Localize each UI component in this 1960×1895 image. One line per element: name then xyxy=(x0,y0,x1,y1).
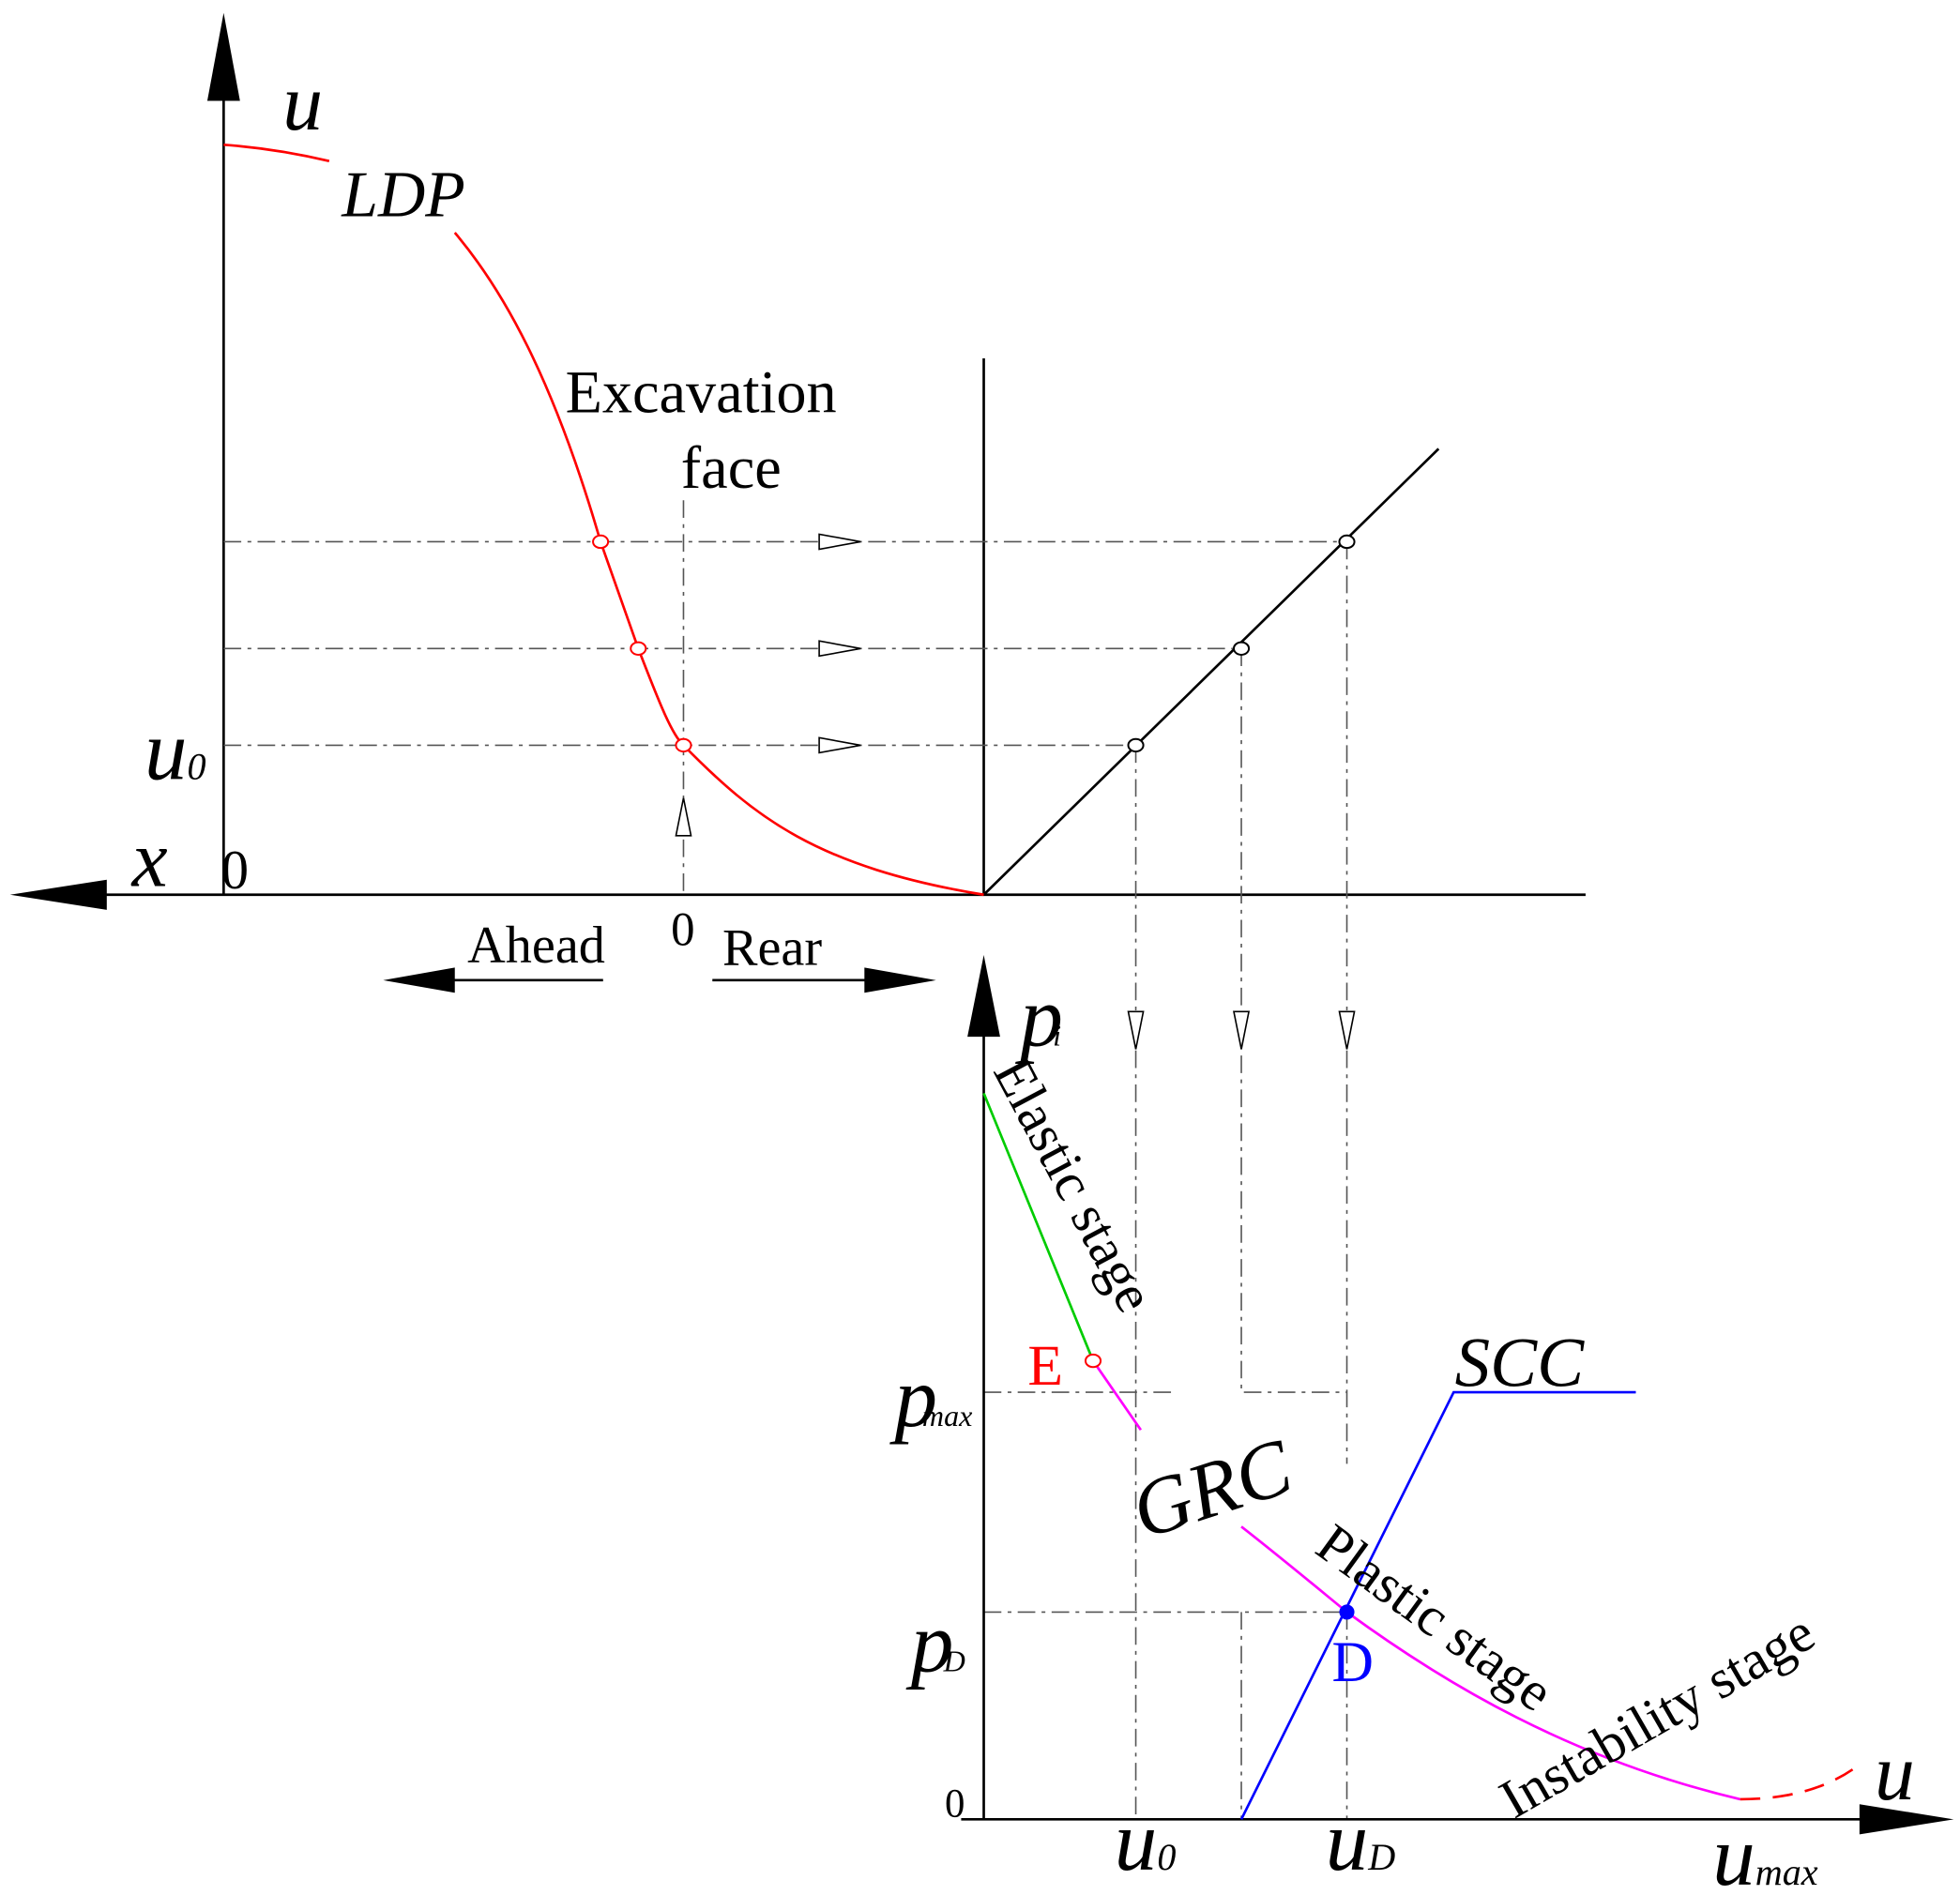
d-point xyxy=(1339,1604,1355,1620)
ldp-curve xyxy=(223,143,330,163)
elastic-line xyxy=(982,1092,1095,1362)
ahead-label: Ahead xyxy=(467,917,605,975)
ud-label: uD xyxy=(1326,1794,1396,1888)
origin-label: 0 xyxy=(221,839,249,901)
projection xyxy=(983,1391,1347,1614)
axis-label: x xyxy=(130,814,168,903)
ldp-curve xyxy=(453,232,984,897)
scc-label: SCC xyxy=(1455,1324,1585,1402)
open-arrows xyxy=(675,533,1356,1050)
ahead-arrow-head xyxy=(383,967,455,993)
pd-label: pD xyxy=(905,1595,965,1690)
u0-label: u0 xyxy=(144,704,206,798)
origin-label: 0 xyxy=(945,1782,965,1827)
grc-curve xyxy=(1091,1359,1143,1431)
axis-label: u xyxy=(1875,1728,1915,1817)
pi-label: pi xyxy=(1014,969,1063,1064)
transfer-line xyxy=(982,447,1440,896)
excavation-label: Excavation xyxy=(566,359,837,426)
scc-line xyxy=(1239,1390,1636,1820)
e-label: E xyxy=(1027,1334,1063,1398)
rear-label: Rear xyxy=(722,919,822,978)
u0-label: u0 xyxy=(1115,1794,1177,1888)
points xyxy=(592,534,1356,753)
d-label: D xyxy=(1331,1630,1373,1694)
pmax-label: pmax xyxy=(889,1350,973,1445)
instability-label: Instability stage xyxy=(1489,1600,1824,1829)
projection xyxy=(1134,541,1348,1820)
rear-arrow-head xyxy=(864,967,936,993)
umax-label: umax xyxy=(1712,1809,1818,1895)
grc-label: GRC xyxy=(1121,1421,1302,1556)
ldp-label: LDP xyxy=(341,159,465,232)
face-label: face xyxy=(681,434,782,501)
axis-label: u xyxy=(282,58,323,147)
grc-curve xyxy=(1240,1525,1740,1801)
face-zero-label: 0 xyxy=(671,903,694,956)
u-axis-arrow xyxy=(206,12,240,101)
instability-curve xyxy=(1740,1767,1854,1801)
x-axis-arrow xyxy=(9,879,107,910)
pi-axis-arrow xyxy=(967,955,1000,1038)
e-point xyxy=(1084,1353,1102,1369)
projection xyxy=(223,540,1347,747)
elastic-label: Elastic stage xyxy=(981,1047,1166,1321)
u-axis-bottom-arrow xyxy=(1859,1804,1954,1835)
